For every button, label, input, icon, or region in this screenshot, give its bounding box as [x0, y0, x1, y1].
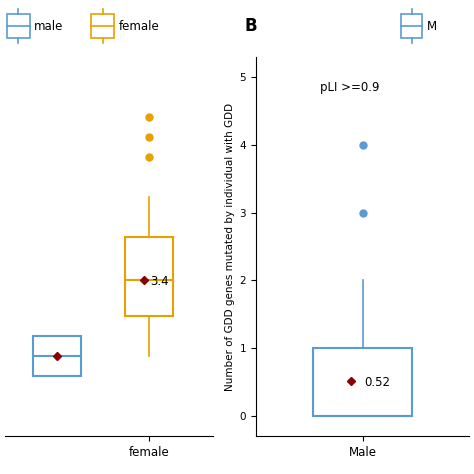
Bar	[91, 14, 114, 38]
Text: M: M	[427, 19, 437, 33]
Y-axis label: Number of GDD genes mutated by individual with GDD: Number of GDD genes mutated by individua…	[226, 102, 236, 391]
Bar	[125, 237, 173, 316]
Bar	[33, 336, 81, 376]
Text: B: B	[244, 17, 257, 35]
Text: 0.52: 0.52	[364, 376, 390, 389]
Text: pLI >=0.9: pLI >=0.9	[320, 81, 380, 94]
Bar	[401, 14, 422, 38]
Bar	[7, 14, 30, 38]
Text: 3.4: 3.4	[150, 275, 169, 288]
Bar	[313, 348, 412, 416]
Text: female: female	[118, 19, 159, 33]
Text: male: male	[34, 19, 64, 33]
